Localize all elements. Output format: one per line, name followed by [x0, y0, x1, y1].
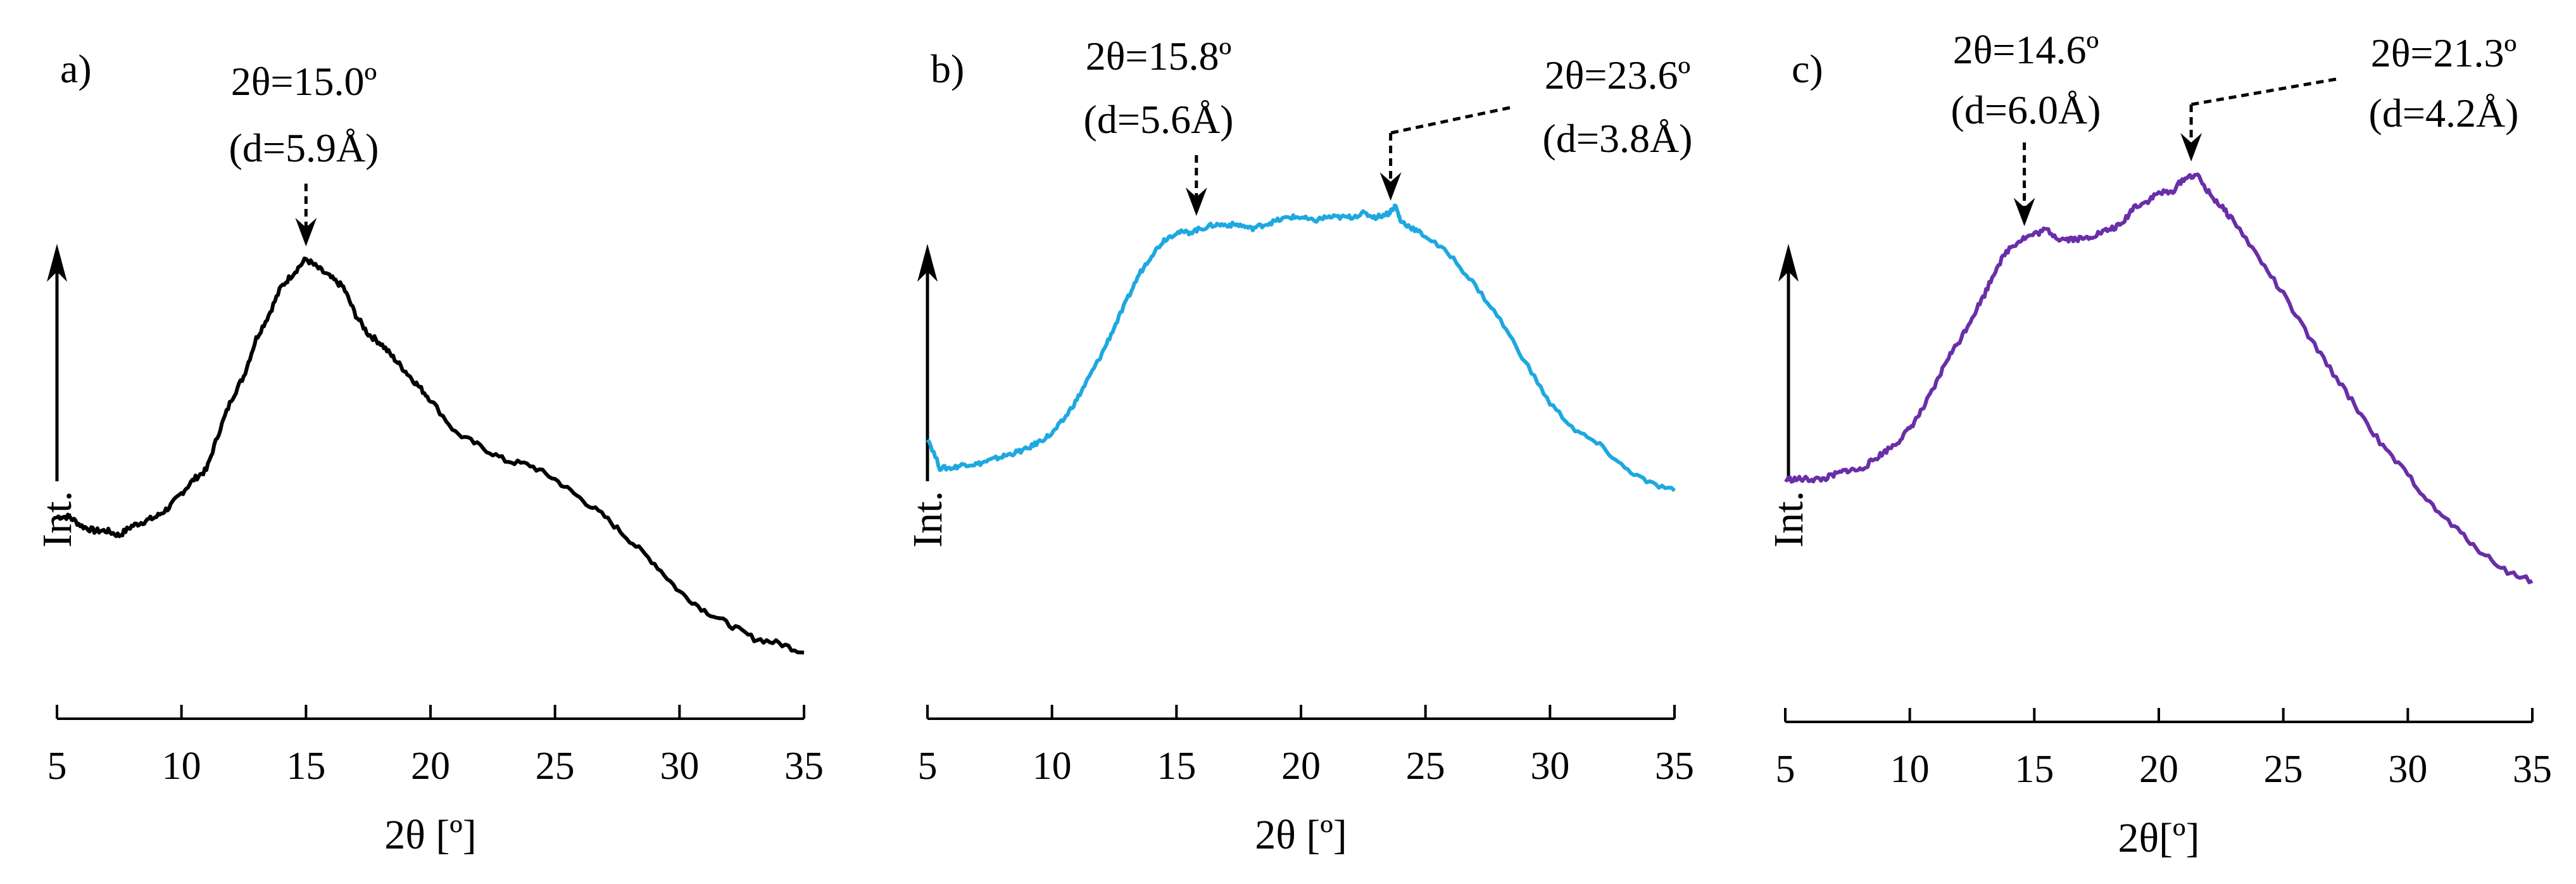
annotation-arrow-head	[2180, 133, 2202, 161]
peak-annotations: 2θ=15.8º (d=5.6Å) 2θ=23.6º (d=3.8Å)	[1084, 34, 1693, 216]
series-group	[926, 203, 1676, 493]
x-tick-label: 30	[660, 745, 699, 788]
series-group	[1784, 172, 2534, 584]
x-tick-label: 10	[1033, 745, 1072, 788]
intensity-arrow	[917, 244, 938, 481]
peak-annotation-d-spacing: (d=5.6Å)	[1084, 97, 1234, 142]
intensity-arrow-head	[47, 244, 67, 282]
series-line-c	[1784, 172, 2534, 584]
x-axis: 5 10 15 20 25 30 35	[1776, 708, 2552, 791]
peak-annotations: 2θ=14.6º (d=6.0Å) 2θ=21.3º (d=4.2Å)	[1951, 27, 2519, 227]
panel-label: c)	[1792, 46, 1823, 91]
peak-annotations: 2θ=15.0º (d=5.9Å)	[229, 59, 379, 246]
x-tick-label: 5	[1776, 748, 1795, 791]
annotation-arrow-head	[295, 218, 317, 246]
x-tick-label: 15	[2014, 748, 2054, 791]
x-axis: 5 10 15 20 25 30 35	[47, 705, 824, 788]
peak-annotation-angle: 2θ=21.3º	[2371, 30, 2517, 75]
series-line-a	[56, 256, 805, 655]
intensity-arrow-head	[1778, 244, 1799, 282]
intensity-arrow-head	[917, 244, 938, 282]
x-tick-label: 20	[2139, 748, 2178, 791]
x-tick-label: 15	[1157, 745, 1196, 788]
peak-annotation-angle: 2θ=15.0º	[231, 59, 377, 104]
annotation-arrow-head	[1185, 187, 1207, 216]
peak-annotation-angle: 2θ=15.8º	[1086, 34, 1232, 79]
x-tick-label: 35	[2513, 748, 2552, 791]
x-tick-label: 35	[784, 745, 824, 788]
peak-annotation-d-spacing: (d=5.9Å)	[229, 125, 379, 170]
y-axis-label: Int.	[1766, 491, 1812, 548]
x-tick-label: 5	[47, 745, 67, 788]
peak-annotation-angle: 2θ=14.6º	[1953, 27, 2099, 72]
x-tick-label: 20	[411, 745, 450, 788]
x-tick-label: 10	[162, 745, 201, 788]
x-axis-label: 2θ [º]	[384, 812, 477, 858]
x-axis: 5 10 15 20 25 30 35	[918, 705, 1694, 788]
x-tick-label: 10	[1890, 748, 1930, 791]
x-tick-label: 5	[918, 745, 938, 788]
x-tick-label: 30	[1530, 745, 1569, 788]
peak-annotation-angle: 2θ=23.6º	[1545, 53, 1691, 98]
annotation-leader	[2190, 77, 2337, 106]
panel-label: a)	[60, 46, 92, 91]
panel-a: a) Int. 5 10 15 20 25 30 35 2θ=15.0º(d=5.9Å) 2…	[34, 46, 824, 858]
panel-c: c) Int. 5 10 15 20 25 30 35 2θ=14.6º(d=6.0Å)2θ…	[1766, 27, 2552, 861]
series-group	[56, 256, 805, 655]
x-tick-label: 15	[286, 745, 325, 788]
peak-annotation-d-spacing: (d=3.8Å)	[1543, 116, 1693, 161]
peak-annotation-d-spacing: (d=6.0Å)	[1951, 87, 2101, 132]
intensity-arrow	[47, 244, 67, 481]
x-tick-label: 25	[1406, 745, 1445, 788]
x-tick-label: 25	[2264, 748, 2303, 791]
panel-label: b)	[931, 46, 964, 91]
x-axis-label: 2θ [º]	[1255, 812, 1347, 858]
x-tick-label: 35	[1655, 745, 1694, 788]
y-axis-label: Int.	[905, 491, 951, 548]
x-tick-label: 30	[2388, 748, 2427, 791]
x-axis-label: 2θ[º]	[2118, 815, 2199, 861]
series-line-b	[926, 203, 1676, 493]
annotation-leader	[1390, 106, 1511, 135]
peak-annotation-d-spacing: (d=4.2Å)	[2369, 91, 2519, 136]
x-tick-label: 25	[536, 745, 575, 788]
x-tick-label: 20	[1281, 745, 1321, 788]
intensity-arrow	[1778, 244, 1799, 481]
annotation-arrow-head	[1379, 172, 1402, 201]
panel-b: b) Int. 5 10 15 20 25 30 35 2θ=15.8º(d=5.6Å)2θ…	[905, 34, 1694, 858]
annotation-arrow-head	[2013, 198, 2035, 227]
